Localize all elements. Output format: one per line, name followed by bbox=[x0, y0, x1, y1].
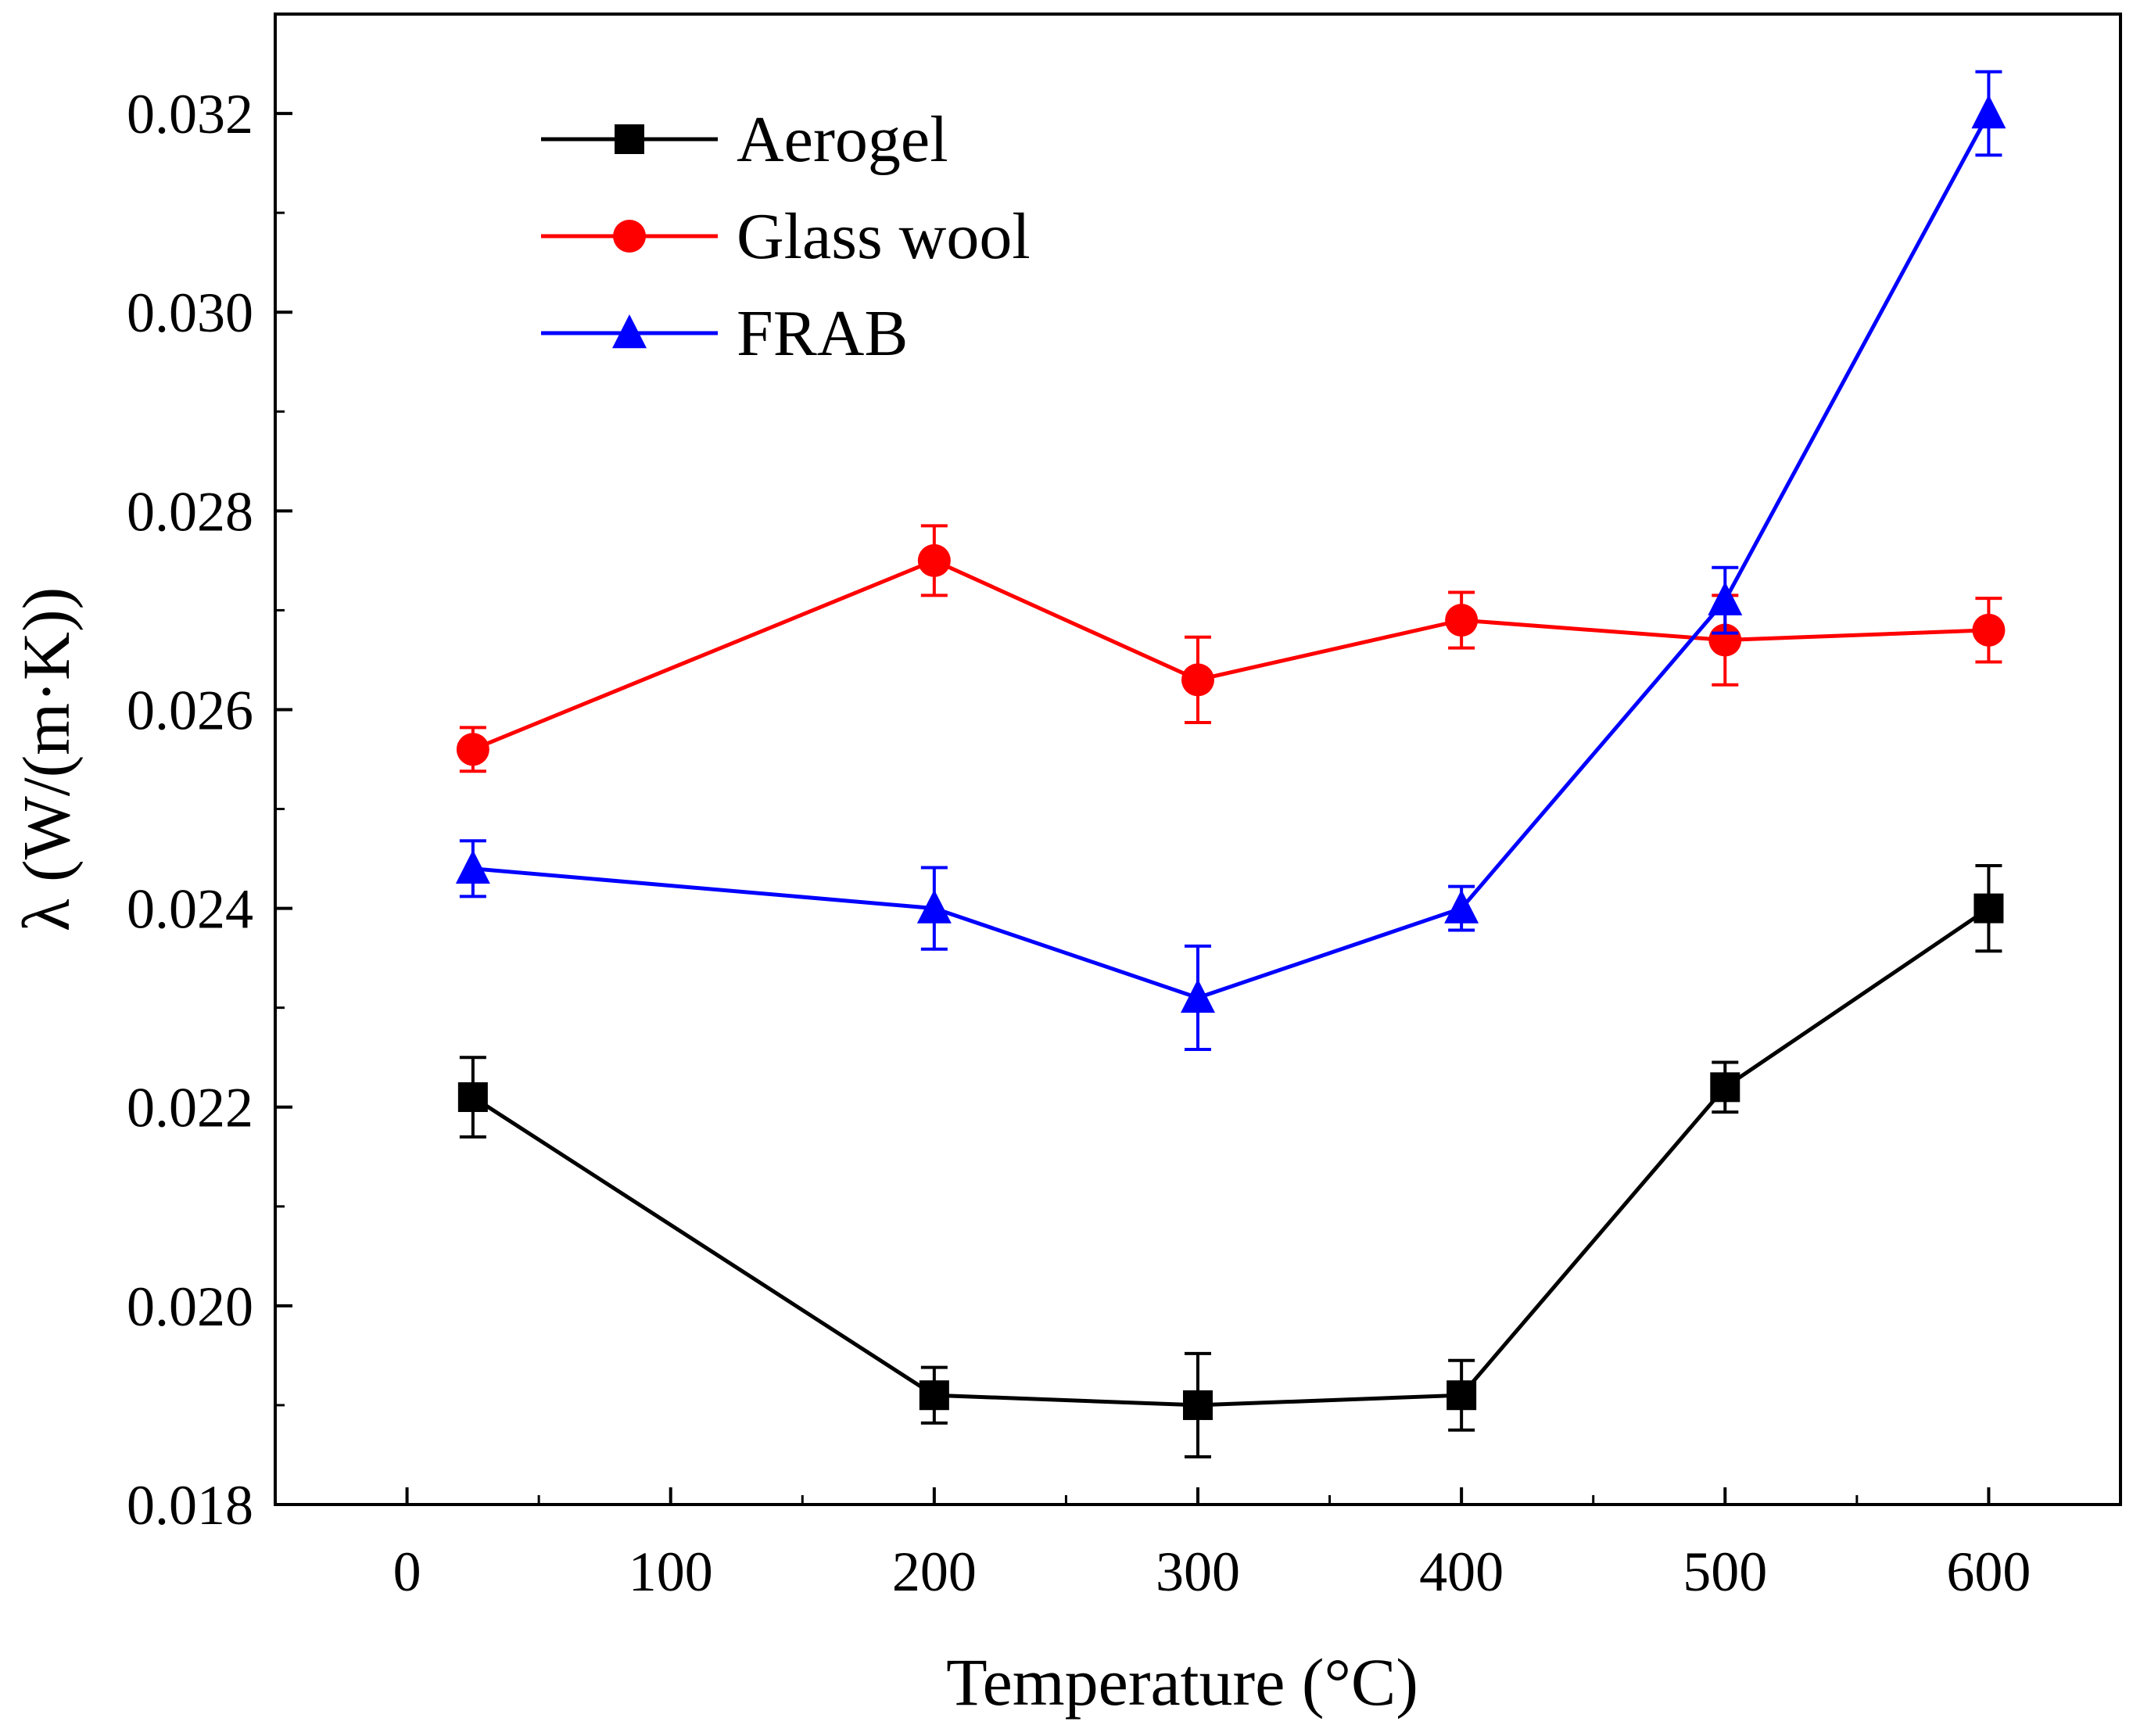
data-point-aerogel bbox=[1446, 1380, 1477, 1411]
y-tick-label: 0.030 bbox=[127, 282, 253, 344]
data-point-glass-wool bbox=[1445, 604, 1479, 637]
y-tick-label: 0.028 bbox=[127, 480, 253, 543]
data-point-frab bbox=[1181, 978, 1215, 1013]
legend-item-frab: FRAB bbox=[541, 297, 908, 370]
series-line-aerogel bbox=[471, 906, 1990, 1408]
y-tick-label: 0.026 bbox=[127, 679, 253, 741]
x-tick-label: 300 bbox=[1156, 1541, 1240, 1603]
data-point-frab bbox=[455, 849, 490, 884]
legend-marker-aerogel bbox=[615, 124, 644, 154]
legend-marker-frab bbox=[612, 314, 647, 349]
tick-layer: 0 100 200 300 400 500 600 0.018 0.020 0.022 0.024 0… bbox=[127, 83, 2031, 1603]
y-tick-label: 0.020 bbox=[127, 1275, 253, 1338]
data-point-aerogel bbox=[1183, 1390, 1213, 1420]
series-glass-wool bbox=[456, 524, 2006, 773]
data-point-aerogel bbox=[1973, 893, 2004, 924]
data-point-glass-wool bbox=[456, 733, 489, 766]
data-point-frab bbox=[916, 889, 952, 924]
legend-marker-glass-wool bbox=[613, 220, 646, 253]
data-point-aerogel bbox=[1710, 1072, 1740, 1103]
y-axis-title: λ (W/(m·K)) bbox=[9, 587, 84, 931]
series-layer bbox=[455, 70, 2006, 1459]
x-tick-label: 400 bbox=[1419, 1541, 1504, 1603]
y-tick-label: 0.032 bbox=[127, 83, 253, 145]
legend: Aerogel Glass wool FRAB bbox=[541, 103, 1031, 370]
series-aerogel bbox=[457, 863, 2004, 1459]
legend-item-aerogel: Aerogel bbox=[541, 103, 948, 176]
data-point-frab bbox=[1708, 581, 1743, 615]
data-point-frab bbox=[1444, 889, 1479, 924]
data-point-aerogel bbox=[919, 1380, 949, 1411]
legend-item-glass-wool: Glass wool bbox=[541, 200, 1031, 273]
legend-label-glass-wool: Glass wool bbox=[737, 200, 1031, 273]
x-tick-label: 0 bbox=[393, 1541, 421, 1603]
y-tick-label: 0.024 bbox=[127, 878, 253, 941]
data-point-frab bbox=[1971, 95, 2006, 129]
y-tick-label: 0.022 bbox=[127, 1077, 253, 1139]
series-frab bbox=[455, 70, 2006, 1052]
legend-label-aerogel: Aerogel bbox=[737, 103, 948, 176]
series-line-glass-wool bbox=[471, 558, 1989, 751]
data-point-aerogel bbox=[457, 1082, 488, 1113]
series-line-frab bbox=[472, 112, 1991, 1000]
x-tick-label: 200 bbox=[892, 1541, 977, 1603]
legend-label-frab: FRAB bbox=[737, 297, 908, 370]
data-point-glass-wool bbox=[917, 543, 951, 577]
y-tick-label: 0.018 bbox=[127, 1474, 253, 1537]
data-point-glass-wool bbox=[1181, 663, 1214, 697]
data-point-glass-wool bbox=[1972, 613, 2006, 647]
x-tick-label: 100 bbox=[629, 1541, 713, 1603]
x-tick-label: 600 bbox=[1946, 1541, 2031, 1603]
x-tick-label: 500 bbox=[1683, 1541, 1767, 1603]
x-axis-title: Temperature (°C) bbox=[946, 1645, 1418, 1720]
